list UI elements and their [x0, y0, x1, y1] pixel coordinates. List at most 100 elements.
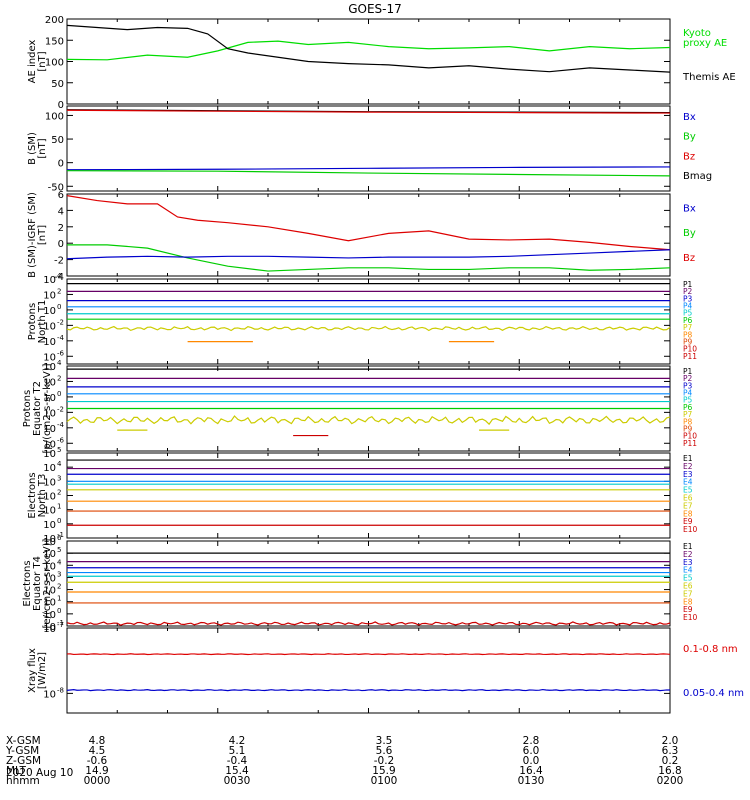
- footer-value: 0100: [371, 775, 398, 787]
- y-tick-exponent: -6: [57, 436, 65, 444]
- legend-label: Bz: [683, 151, 695, 162]
- legend-label: P6: [683, 316, 693, 325]
- series-line-bx: [66, 166, 671, 171]
- y-tick-label: 6: [58, 190, 64, 201]
- y-tick-label: 10: [43, 573, 56, 584]
- y-axis-label: Equator T4: [32, 556, 43, 611]
- y-axis-label: [W/m2]: [37, 652, 48, 689]
- y-axis-label: Xray flux: [27, 648, 38, 693]
- legend-label: P7: [683, 410, 693, 419]
- y-tick-label: 10: [43, 290, 56, 301]
- y-axis-label: [p/(cm2-s-sr-keV)]: [42, 363, 53, 453]
- y-tick-exponent: -4: [57, 334, 65, 342]
- footer-value: 6.3: [662, 745, 679, 757]
- legend-label: E10: [683, 525, 698, 534]
- y-tick-label: 10: [43, 520, 56, 531]
- y-tick-exponent: 3: [57, 474, 61, 482]
- legend-label: E3: [683, 470, 693, 479]
- y-tick-label: 10: [43, 306, 56, 317]
- y-tick-exponent: 4: [57, 359, 62, 367]
- footer-value: -0.2: [374, 755, 395, 767]
- y-tick-label: 10: [43, 610, 56, 621]
- y-axis-label: [nT]: [37, 225, 48, 245]
- series-line-themis-ae: [66, 24, 671, 73]
- series-line-by: [67, 244, 671, 272]
- y-tick-exponent: -8: [57, 686, 64, 694]
- footer-row-label: X-GSM: [6, 735, 41, 747]
- footer-value: 0130: [518, 775, 545, 787]
- y-tick-exponent: 6: [57, 534, 62, 542]
- series-line-bz: [66, 109, 671, 114]
- series-line-p7: [66, 415, 671, 426]
- legend-label: E6: [683, 494, 693, 503]
- y-tick-label: 10: [43, 439, 56, 450]
- y-tick-label: 100: [45, 111, 64, 122]
- y-tick-label: 10: [43, 362, 56, 373]
- legend-label: Bmag: [683, 171, 712, 182]
- legend-label: P1: [683, 367, 693, 376]
- legend-label: E7: [683, 501, 693, 510]
- footer-value: -0.6: [87, 755, 108, 767]
- legend-label: E2: [683, 550, 693, 559]
- legend-label: E4: [683, 566, 693, 575]
- legend-label: P5: [683, 396, 693, 405]
- legend-label: E9: [683, 605, 693, 614]
- y-tick-exponent: -2: [57, 318, 64, 326]
- y-tick-label: 10: [43, 377, 56, 388]
- y-tick-exponent: 2: [57, 374, 61, 382]
- date-label: 2020 Aug 10: [6, 767, 73, 779]
- legend-label: 0.1-0.8 nm: [683, 644, 738, 655]
- y-tick-label: 50: [51, 79, 64, 90]
- footer-value: 0200: [657, 775, 684, 787]
- y-tick-label: 10: [43, 408, 56, 419]
- legend-label: E10: [683, 613, 698, 622]
- y-tick-exponent: -7: [57, 621, 64, 629]
- y-tick-exponent: 0: [57, 607, 61, 615]
- y-tick-label: 10: [43, 586, 56, 597]
- y-axis-label: Electrons: [22, 560, 33, 606]
- y-tick-exponent: 0: [57, 517, 61, 525]
- y-tick-label: -2: [54, 256, 64, 267]
- y-tick-exponent: 1: [57, 595, 61, 603]
- footer-value: 4.5: [89, 745, 106, 757]
- y-tick-label: 150: [45, 36, 64, 47]
- panel-2: -50 0 50 100 B (SM) [nT] Bx By Bz Bmag: [27, 105, 712, 193]
- panel-frame: [66, 627, 671, 714]
- y-tick-exponent: 1: [57, 503, 61, 511]
- y-tick-label: 10: [43, 492, 56, 503]
- panel-frame: [66, 193, 671, 277]
- footer-value: 0030: [224, 775, 251, 787]
- footer-value: 4.2: [229, 735, 246, 747]
- y-tick-label: 10: [43, 275, 56, 286]
- legend-label: E1: [683, 454, 693, 463]
- y-tick-label: 10: [43, 561, 56, 572]
- y-tick-label: 10: [43, 393, 56, 404]
- y-tick-label: 10: [43, 622, 56, 633]
- legend-label: P9: [683, 424, 693, 433]
- chart-title: GOES-17: [348, 2, 402, 16]
- y-axis-label: Protons: [27, 303, 38, 340]
- series-line-0-1-0-8-nm: [66, 653, 671, 656]
- legend-label: By: [683, 132, 696, 143]
- legend-label: Bz: [683, 253, 695, 264]
- footer-value: 16.4: [519, 765, 543, 777]
- footer-value: 0.2: [662, 755, 679, 767]
- y-tick-exponent: 4: [57, 460, 62, 468]
- legend-label: Themis AE: [682, 72, 736, 83]
- y-tick-exponent: 0: [57, 390, 61, 398]
- legend-label: 0.05-0.4 nm: [683, 688, 744, 699]
- legend-label: P4: [683, 302, 693, 311]
- footer-value: 5.6: [376, 745, 393, 757]
- footer-value: 4.8: [89, 735, 106, 747]
- legend-label: E5: [683, 486, 693, 495]
- legend-label: E8: [683, 597, 693, 606]
- y-tick-label: 100: [45, 58, 64, 69]
- panel-frame: [66, 18, 671, 105]
- y-tick-label: 10: [43, 321, 56, 332]
- y-tick-exponent: -4: [57, 421, 65, 429]
- legend-label: Bx: [683, 112, 696, 123]
- y-tick-label: 10: [43, 506, 56, 517]
- legend-label: E2: [683, 462, 693, 471]
